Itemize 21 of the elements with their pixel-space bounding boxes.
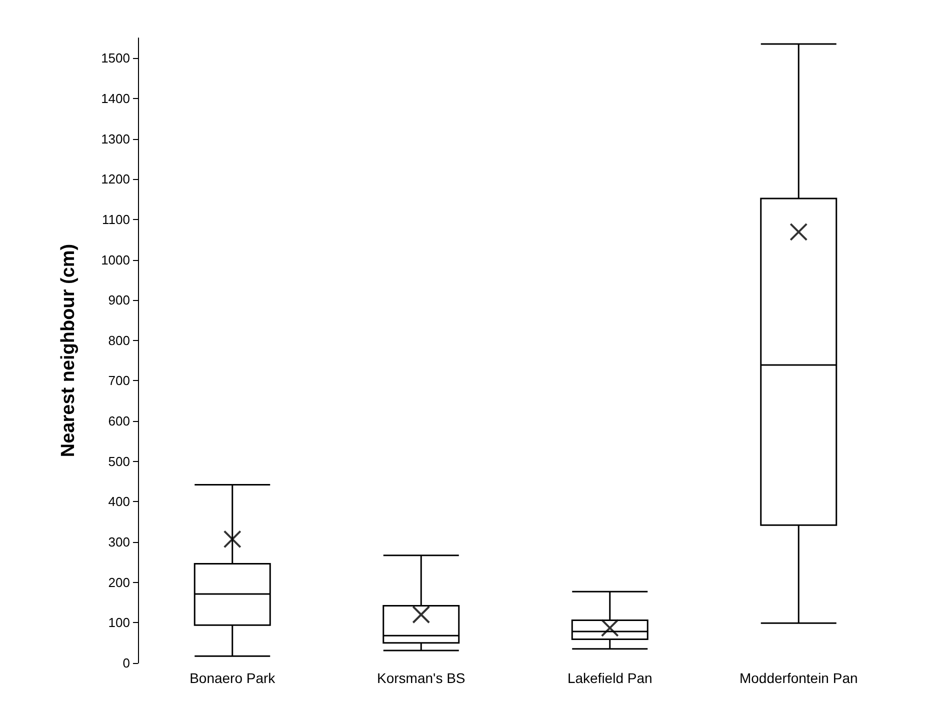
y-tick-label: 1000 xyxy=(101,252,130,268)
y-tick-label: 300 xyxy=(108,534,130,550)
x-tick-label: Korsman's BS xyxy=(376,670,466,686)
y-tick-label: 1300 xyxy=(101,131,130,146)
y-tick-label: 700 xyxy=(108,373,130,388)
y-tick-label: 800 xyxy=(108,332,130,348)
y-tick-label: 900 xyxy=(108,292,130,308)
y-tick-label: 100 xyxy=(108,615,130,630)
y-tick-label: 600 xyxy=(108,414,130,429)
x-tick-label: Lakefield Pan xyxy=(567,670,652,686)
y-tick-label: 1100 xyxy=(102,212,130,227)
y-tick-label: 400 xyxy=(108,494,130,510)
x-tick-label: Bonaero Park xyxy=(190,670,276,686)
y-tick-label: 1500 xyxy=(101,50,130,66)
y-tick-label: 1200 xyxy=(101,172,130,187)
y-axis-title: Nearest neighbour (cm) xyxy=(58,244,79,458)
y-tick-label: 500 xyxy=(108,454,130,469)
y-tick-label: 0 xyxy=(122,656,130,670)
y-tick-label: 200 xyxy=(108,574,130,590)
x-tick-label: Modderfontein Pan xyxy=(739,670,858,686)
y-tick-label: 1400 xyxy=(101,90,130,106)
